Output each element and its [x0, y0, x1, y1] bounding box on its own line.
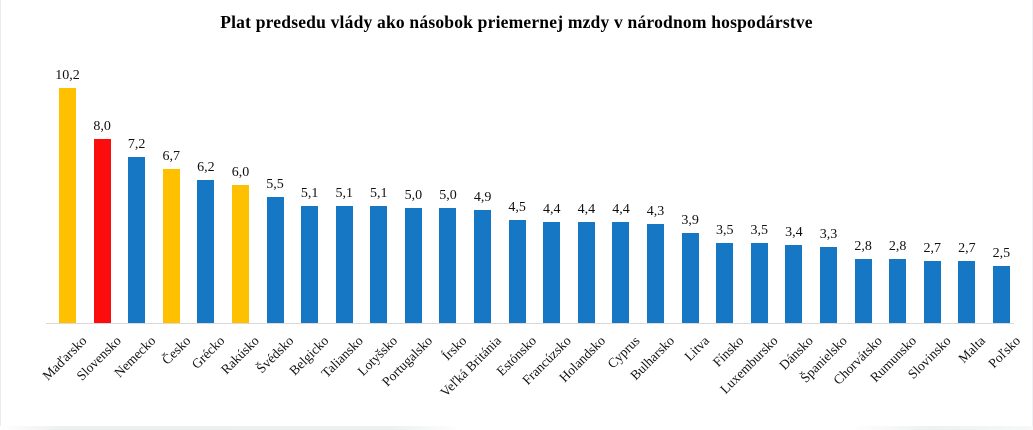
x-axis-line — [46, 323, 1014, 324]
bar-value-label: 4,5 — [508, 199, 526, 215]
bar-Rakúsko — [231, 185, 249, 323]
bar-value-label: 4,4 — [543, 201, 561, 217]
bar-value-label: 6,7 — [162, 148, 181, 164]
bar-Nemecko — [128, 157, 146, 323]
bar-Belgicko — [301, 205, 319, 323]
bar-value-label: 5,0 — [439, 188, 457, 203]
bar-value-label: 3,5 — [750, 222, 769, 238]
bar-Slovinsko — [923, 260, 941, 323]
bar-Maďarsko — [59, 88, 76, 323]
bar-Luxembursko — [750, 242, 768, 323]
bar-value-label: 2,8 — [888, 238, 907, 254]
bar-value-label: 4,4 — [577, 201, 596, 217]
bar-Taliansko — [335, 205, 353, 323]
bar-Bulharsko — [647, 224, 665, 323]
bar-Lotyšsko — [370, 205, 388, 323]
bar-Španielsko — [819, 247, 837, 323]
bar-Holandsko — [577, 221, 595, 323]
bar-value-label: 5,0 — [404, 188, 423, 203]
bar-Írsko — [439, 208, 457, 323]
bar-value-label: 4,3 — [646, 204, 665, 220]
bar-Rumunsko — [889, 258, 907, 323]
x-axis-label: Malta — [955, 333, 989, 366]
bar-value-label: 10,2 — [55, 68, 80, 84]
x-axis-label: Česko — [158, 333, 193, 368]
bar-value-label: 4,4 — [612, 201, 630, 217]
x-axis-label: Poľsko — [985, 333, 1024, 371]
bar-Fínsko — [716, 242, 734, 323]
bar-value-label: 3,5 — [715, 222, 734, 238]
bar-value-label: 5,1 — [335, 185, 353, 201]
chart-title: Plat predsedu vlády ako násobok priemern… — [220, 12, 813, 32]
bar-Portugalsko — [404, 208, 422, 323]
bar-value-label: 5,5 — [266, 176, 284, 192]
bar-Grécko — [197, 180, 215, 323]
bar-value-label: 3,9 — [681, 213, 699, 229]
bar-value-label: 6,0 — [231, 165, 250, 180]
bar-Slovensko — [93, 139, 111, 323]
page-edge-artifact — [0, 426, 1033, 430]
bar-Švédsko — [266, 196, 284, 323]
bar-value-label: 8,0 — [93, 119, 111, 134]
bar-value-label: 2,7 — [958, 240, 976, 256]
bar-value-label: 3,4 — [785, 224, 803, 240]
bar-value-label: 3,3 — [819, 227, 838, 243]
bar-value-label: 4,9 — [473, 190, 492, 206]
bar-value-label: 2,8 — [854, 238, 872, 254]
bar-value-label: 2,5 — [992, 245, 1011, 261]
bar-Litva — [681, 233, 699, 323]
bar-value-label: 5,1 — [300, 185, 319, 201]
x-axis-label: Litva — [680, 333, 712, 364]
bar-Česko — [162, 168, 180, 323]
bar-Cyprus — [612, 221, 630, 323]
bar-Estónsko — [508, 219, 526, 323]
bar-Poľsko — [992, 265, 1010, 323]
bar-value-label: 5,1 — [370, 185, 388, 201]
bar-Francúzsko — [543, 221, 561, 323]
bar-value-label: 2,7 — [923, 240, 942, 256]
bar-value-label: 6,2 — [197, 160, 215, 176]
bar-value-label: 7,2 — [127, 137, 146, 153]
bar-Dánsko — [785, 244, 803, 323]
bar-Chorvátsko — [854, 258, 872, 323]
bar-Malta — [958, 260, 976, 323]
bar-Veľká Británia — [474, 210, 492, 323]
